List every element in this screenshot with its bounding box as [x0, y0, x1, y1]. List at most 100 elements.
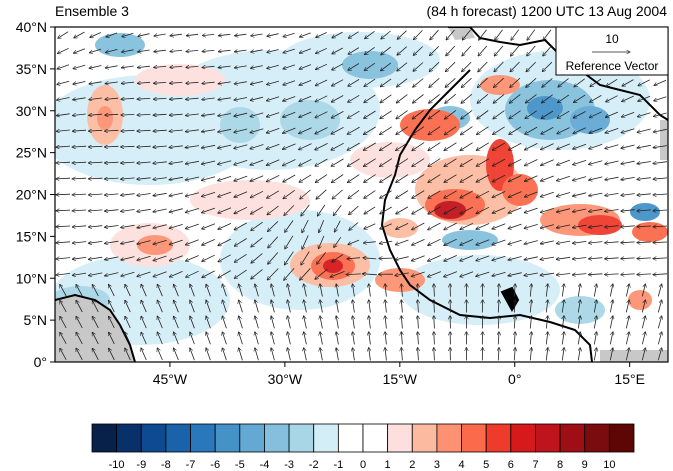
wind-vector [72, 226, 87, 227]
wind-vector [621, 242, 635, 243]
wind-vector [444, 174, 457, 183]
wind-vector [498, 300, 499, 313]
wind-vector [222, 348, 227, 361]
wind-vector [88, 178, 103, 179]
wind-vector [320, 316, 323, 329]
wind-vector [105, 66, 118, 68]
colorbar-label: 7 [532, 459, 538, 471]
wind-vector [153, 271, 167, 277]
colorbar-label: -5 [235, 459, 245, 471]
colorbar-label: -10 [109, 459, 125, 471]
wind-vector [201, 176, 216, 181]
wind-vector [121, 98, 135, 99]
wind-vector [526, 77, 537, 87]
colorbar-cell [559, 423, 586, 453]
wind-vector [364, 62, 376, 70]
colorbar-label: 1 [385, 459, 391, 471]
wind-vector [170, 50, 183, 51]
wind-vector [90, 32, 101, 38]
wind-vector [492, 239, 506, 245]
wind-vector [514, 284, 515, 297]
wind-vector [202, 66, 215, 67]
wind-vector [299, 174, 312, 183]
wind-vector [589, 111, 602, 118]
wind-vector [524, 224, 538, 228]
wind-vector [573, 127, 586, 134]
wind-vector [234, 97, 248, 101]
wind-vector [137, 224, 151, 228]
wind-vector [88, 162, 103, 163]
wind-vector [653, 274, 668, 275]
wind-vector [493, 94, 505, 103]
wind-vector [121, 130, 135, 131]
wind-vector [334, 236, 342, 247]
wind-vector [364, 78, 376, 87]
wind-vector [153, 178, 167, 180]
wind-vector [574, 78, 585, 87]
wind-vector [622, 79, 634, 87]
wind-vector [121, 271, 135, 276]
wind-vector [137, 66, 150, 67]
wind-vector [637, 210, 651, 211]
wind-vector [605, 176, 619, 180]
wind-vector [174, 300, 179, 313]
wind-vector [347, 258, 361, 259]
wind-vector [169, 176, 183, 180]
wind-vector [589, 208, 603, 211]
colorbar-label: 4 [458, 459, 464, 471]
wind-vector [509, 110, 521, 119]
wind-vector [266, 175, 280, 181]
wind-vector [369, 300, 371, 313]
wind-vector [315, 268, 328, 279]
wind-vector [332, 63, 344, 70]
wind-vector [57, 64, 70, 69]
wind-vector [589, 258, 603, 259]
wind-vector [530, 316, 531, 329]
wind-vector [524, 272, 538, 276]
wind-vector [137, 255, 151, 260]
wind-vector [445, 78, 456, 87]
wind-vector [589, 176, 603, 180]
lat-tick-label: 30°N [16, 103, 47, 119]
wind-vector [234, 175, 248, 181]
wind-vector [218, 238, 231, 246]
wind-vector [380, 223, 392, 229]
wind-vector [364, 94, 376, 103]
wind-vector [429, 62, 440, 71]
wind-vector [304, 348, 307, 361]
wind-vector [605, 160, 619, 164]
wind-vector [413, 94, 424, 104]
wind-vector [412, 222, 425, 230]
wind-vector [89, 65, 102, 69]
wind-vector [92, 348, 99, 360]
wind-vector [239, 284, 243, 297]
wind-vector [589, 127, 603, 133]
wind-vector [206, 348, 211, 361]
wind-vector [315, 111, 328, 118]
wind-vector [137, 208, 151, 211]
wind-vector [530, 348, 531, 361]
wind-vector [637, 226, 651, 227]
wind-vector [562, 348, 564, 361]
wind-vector [88, 241, 103, 243]
wind-vector [299, 111, 312, 118]
wind-vector [460, 174, 473, 182]
reference-vector-box: 10 Reference Vector [555, 26, 669, 76]
wind-vector [638, 95, 651, 101]
wind-vector [76, 284, 83, 297]
wind-vector [317, 204, 326, 216]
colorbar-label: 10 [603, 459, 615, 471]
wind-vector [543, 29, 552, 41]
wind-vector [418, 284, 419, 297]
wind-vector [492, 191, 506, 197]
colorbar-label: -7 [186, 459, 196, 471]
wind-vector [430, 46, 439, 55]
wind-vector [76, 316, 83, 329]
wind-vector [557, 143, 570, 150]
wind-vector [353, 348, 355, 361]
wind-vector [250, 81, 263, 84]
wind-vector [105, 272, 119, 276]
wind-vector [637, 178, 651, 180]
wind-vector [653, 178, 668, 179]
wind-vector [380, 190, 392, 199]
